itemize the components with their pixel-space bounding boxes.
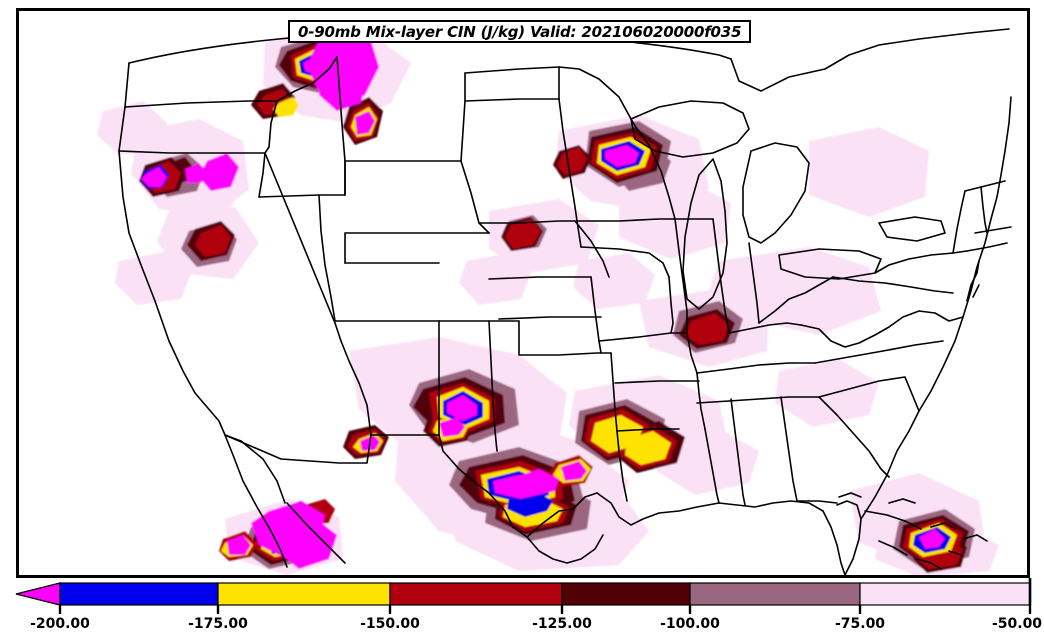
lake-ontario bbox=[878, 216, 946, 242]
border-ms-al bbox=[730, 398, 746, 506]
mississippi-river-ar bbox=[696, 372, 706, 430]
border-ia-west bbox=[580, 246, 670, 278]
border-ga-sc bbox=[818, 396, 890, 478]
gulf-coast bbox=[596, 492, 846, 575]
border-ok-tx bbox=[518, 320, 612, 356]
border-nv-ut bbox=[318, 194, 336, 322]
border-il-in bbox=[712, 218, 730, 334]
border-tx-nm bbox=[488, 320, 498, 452]
border-ky-tn bbox=[696, 362, 816, 374]
us-mexico-border bbox=[224, 434, 598, 538]
map-panel[interactable]: 0-90mb Mix-layer CIN (J/kg) Valid: 20210… bbox=[16, 8, 1030, 578]
colorbar-tick-label-5: -75.00 bbox=[835, 616, 885, 632]
border-tn-south bbox=[696, 396, 820, 404]
border-id-mt bbox=[276, 56, 338, 102]
border-ia-east bbox=[668, 276, 674, 334]
colorbar-tick-label-3: -125.00 bbox=[532, 616, 592, 632]
map-title-box: 0-90mb Mix-layer CIN (J/kg) Valid: 20210… bbox=[288, 20, 752, 43]
border-nc-va bbox=[814, 340, 944, 364]
map-canvas[interactable] bbox=[19, 11, 1027, 575]
border-pa-ny bbox=[874, 250, 968, 274]
border-va-north bbox=[800, 310, 964, 348]
border-ne-ks bbox=[488, 276, 592, 280]
cin-shading-layer bbox=[97, 29, 999, 575]
border-sd-ne bbox=[478, 220, 576, 224]
colorbar-tick-label-4: -100.00 bbox=[660, 616, 720, 632]
border-vt-nh-me bbox=[964, 180, 1006, 192]
colorbar-tick-label-6: -50.00 bbox=[992, 616, 1042, 632]
geography-layer bbox=[118, 28, 1012, 575]
missouri-river bbox=[574, 220, 610, 278]
border-mt-east bbox=[460, 72, 466, 162]
colorbar-tick-label-0: -200.00 bbox=[30, 616, 90, 632]
border-mo-ia bbox=[598, 332, 688, 342]
colorbar-segment-yellow bbox=[217, 582, 391, 606]
border-id-west bbox=[258, 100, 278, 198]
lake-huron bbox=[742, 142, 810, 244]
colorbar-segment-mauve bbox=[689, 582, 861, 606]
border-ma-ct bbox=[974, 226, 1012, 234]
canada-boundary-east bbox=[730, 28, 1010, 92]
border-ar-la bbox=[616, 428, 680, 432]
border-ga-fl bbox=[796, 500, 838, 504]
border-ca-az bbox=[334, 322, 372, 436]
colorbar-canvas[interactable]: -200.00 -175.00 -150.00 -125.00 -100.00 … bbox=[0, 578, 1044, 632]
map-title-text: 0-90mb Mix-layer CIN (J/kg) Valid: 20210… bbox=[298, 22, 742, 41]
colorbar-tick-label-1: -175.00 bbox=[188, 616, 248, 632]
border-wa-or bbox=[124, 100, 278, 108]
mississippi-river-il bbox=[674, 218, 698, 374]
border-nv-ca bbox=[264, 152, 336, 324]
lake-michigan bbox=[682, 158, 728, 310]
colorbar-extend-min bbox=[15, 582, 61, 606]
border-al-ga bbox=[780, 396, 798, 502]
texas-coast-bays bbox=[526, 534, 604, 564]
colorbar-segment-red bbox=[389, 582, 563, 606]
border-nd-canada bbox=[464, 66, 560, 74]
border-sc-nc bbox=[818, 376, 920, 412]
border-mn-canada bbox=[558, 66, 632, 120]
border-wy-east bbox=[460, 160, 490, 234]
border-ny-ne bbox=[952, 190, 966, 254]
border-pa-md bbox=[832, 276, 954, 294]
colorbar-segment-lightpink bbox=[859, 582, 1031, 606]
border-la-ms bbox=[704, 428, 720, 504]
border-nd-sd bbox=[464, 98, 560, 102]
colorbar-segment-maroon bbox=[561, 582, 691, 606]
border-mn-wi bbox=[630, 118, 676, 220]
colorbar-segment-blue bbox=[59, 582, 219, 606]
border-in-oh bbox=[748, 242, 760, 324]
border-ny-ct-ma bbox=[966, 242, 1008, 252]
chesapeake-bay bbox=[966, 260, 980, 302]
border-wv-north bbox=[758, 276, 834, 324]
border-oh-ky bbox=[728, 322, 802, 334]
colorbar-tick-label-2: -150.00 bbox=[360, 616, 420, 632]
colorbar-ticks bbox=[58, 605, 1032, 614]
gulf-of-california bbox=[286, 502, 346, 564]
border-or-ca-nv bbox=[118, 150, 266, 154]
colorbar[interactable]: -200.00 -175.00 -150.00 -125.00 -100.00 … bbox=[0, 578, 1044, 632]
caribbean-islands bbox=[838, 492, 988, 570]
border-ks-mo bbox=[590, 276, 602, 354]
border-co-wy bbox=[344, 232, 490, 264]
border-mn-ia bbox=[576, 218, 676, 222]
border-mt-wy bbox=[336, 56, 462, 162]
border-vt-nh bbox=[980, 186, 988, 234]
border-mo-ar bbox=[614, 380, 700, 384]
